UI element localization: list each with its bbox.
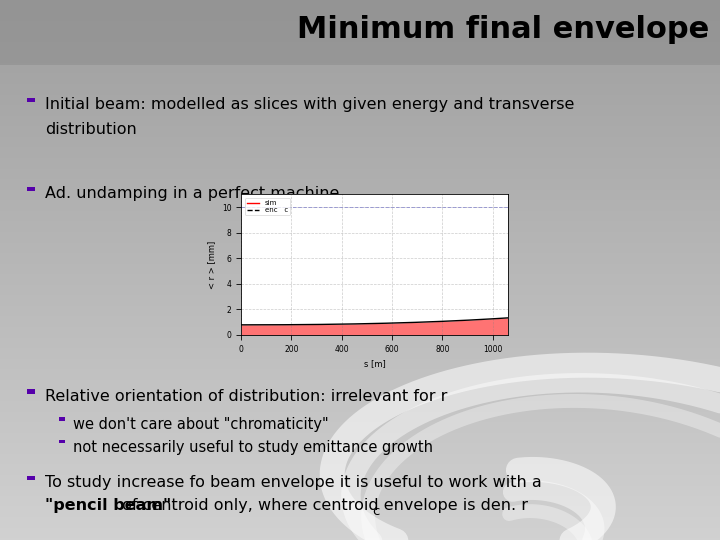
Text: Ad. undamping in a perfect machine: Ad. undamping in a perfect machine [45,186,339,201]
X-axis label: s [m]: s [m] [364,359,385,368]
Text: we don't care about "chromaticity": we don't care about "chromaticity" [73,417,329,432]
Text: "pencil beam": "pencil beam" [45,498,171,513]
Bar [27,98,35,102]
Text: Initial beam: modelled as slices with given energy and transverse: Initial beam: modelled as slices with gi… [45,97,574,112]
Text: To study increase fo beam envelope it is useful to work with a: To study increase fo beam envelope it is… [45,475,541,490]
Bar [27,389,35,394]
Text: not necessarily useful to study emittance growth: not necessarily useful to study emittanc… [73,440,433,455]
Text: Relative orientation of distribution: irrelevant for r: Relative orientation of distribution: ir… [45,389,447,404]
Text: Minimum final envelope: Minimum final envelope [297,15,709,44]
Text: distribution: distribution [45,122,136,137]
Bar [27,476,35,480]
Bar [59,417,65,421]
Bar [27,187,35,191]
Text: c: c [372,505,379,518]
Bar [59,440,65,443]
Text: of centroid only, where centroid envelope is den. r: of centroid only, where centroid envelop… [117,498,528,513]
Bar [0,0,720,65]
Legend: sim, enc   c: sim, enc c [245,198,290,215]
Y-axis label: < r > [mm]: < r > [mm] [207,240,216,289]
